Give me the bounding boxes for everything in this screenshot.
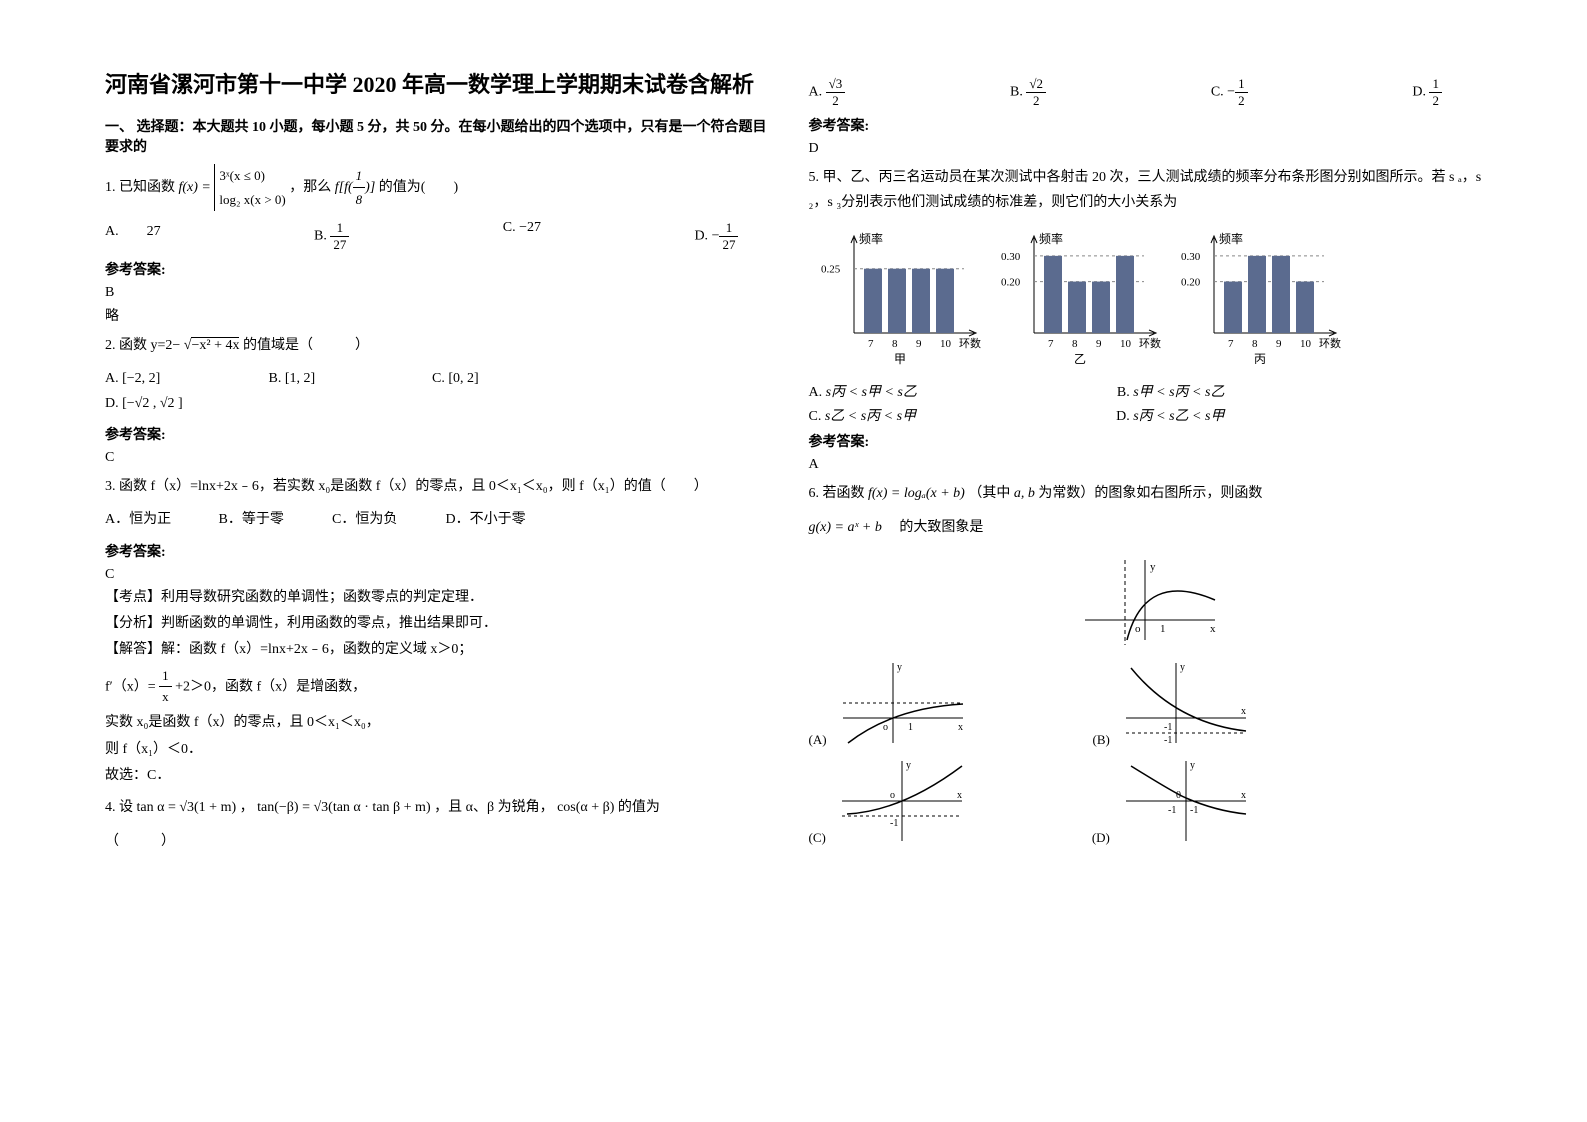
question-6: 6. 若函数 f(x) = logₐ(x + b) （其中 a, b 为常数）的… <box>809 481 1483 506</box>
q1-optD: D. <box>694 228 708 243</box>
q6-graph-b: y x -1 -1 <box>1116 658 1256 748</box>
svg-text:10: 10 <box>1300 338 1312 350</box>
svg-text:o: o <box>890 790 895 801</box>
svg-text:9: 9 <box>1276 338 1282 350</box>
svg-text:-1: -1 <box>1168 805 1176 816</box>
q5-opts-row2: C. s乙 < s丙 < s甲 D. s丙 < s乙 < s甲 <box>809 405 1483 425</box>
svg-text:9: 9 <box>1096 338 1102 350</box>
q6-graph-c: y x o -1 <box>832 756 972 846</box>
svg-text:7: 7 <box>868 338 874 350</box>
svg-text:10: 10 <box>1120 338 1132 350</box>
svg-text:丙: 丙 <box>1254 352 1266 366</box>
q2-ans: C <box>105 450 779 466</box>
q3-exp3: 【解答】解：函数 f（x）=lnx+2x﹣6，函数的定义域 x＞0； <box>105 639 779 661</box>
q3-exp2: 【分析】判断函数的单调性，利用函数的零点，推出结果即可． <box>105 613 779 635</box>
question-2: 2. 函数 y=2− √−x² + 4x 的值域是（ ） <box>105 333 779 358</box>
q2-ans-label: 参考答案: <box>105 424 779 444</box>
svg-text:0.20: 0.20 <box>1001 277 1021 289</box>
q1-ans-label: 参考答案: <box>105 259 779 279</box>
q1-options: A. 27 B. 127 C. −27 D. −127 <box>105 220 779 253</box>
svg-text:8: 8 <box>1252 338 1258 350</box>
q3-exp1: 【考点】利用导数研究函数的单调性；函数零点的判定定理． <box>105 587 779 609</box>
q5-bar-charts: 频率 0.25 7 8 9 10 环数甲 频率 0.20 0.30 7 8 9 10 环数乙 频率 0.20 0.… <box>809 223 1369 373</box>
svg-text:-1: -1 <box>1164 722 1172 733</box>
svg-text:0: 0 <box>1176 790 1181 801</box>
svg-text:8: 8 <box>892 338 898 350</box>
svg-text:1: 1 <box>908 722 913 733</box>
svg-text:x: x <box>957 790 962 801</box>
q3-ans: C <box>105 567 779 583</box>
q1-prefix: 1. 已知函数 <box>105 180 175 195</box>
svg-text:0.20: 0.20 <box>1181 277 1201 289</box>
q2-options: A. [−2, 2] B. [1, 2] C. [0, 2] D. [−√2 ,… <box>105 366 779 416</box>
question-1: 1. 已知函数 f(x) = 3ˣ(x ≤ 0)log₂ x(x > 0) ，那… <box>105 164 779 212</box>
svg-text:0.30: 0.30 <box>1001 251 1021 263</box>
svg-text:o: o <box>1135 623 1141 635</box>
left-column: 河南省漯河市第十一中学 2020 年高一数学理上学期期末试卷含解析 一、 选择题… <box>90 70 794 1052</box>
question-3: 3. 函数 f（x）=lnx+2x﹣6，若实数 x₀是函数 f（x）的零点，且 … <box>105 474 779 499</box>
svg-text:环数: 环数 <box>959 337 981 350</box>
svg-text:8: 8 <box>1072 338 1078 350</box>
q6-graph-d: y x -1 0 -1 <box>1116 756 1256 846</box>
q3-ans-label: 参考答案: <box>105 541 779 561</box>
svg-text:-1: -1 <box>1190 805 1198 816</box>
q5-ans: A <box>809 457 1483 473</box>
q3-exp6: 则 f（x₁）＜0． <box>105 739 779 761</box>
svg-text:-1: -1 <box>890 818 898 829</box>
q1-suffix: ，那么 <box>289 180 331 195</box>
q3-exp5: 实数 x₀是函数 f（x）的零点，且 0＜x₁＜x₀， <box>105 712 779 734</box>
svg-text:y: y <box>1180 662 1185 673</box>
q1-piecewise: 3ˣ(x ≤ 0)log₂ x(x > 0) <box>214 164 285 211</box>
question-4: 4. 设 tan α = √3(1 + m) ， tan(−β) = √3(ta… <box>105 795 779 820</box>
svg-text:1: 1 <box>1160 623 1166 635</box>
section-header: 一、 选择题：本大题共 10 小题，每小题 5 分，共 50 分。在每小题给出的… <box>105 116 779 156</box>
svg-text:频率: 频率 <box>1039 231 1063 246</box>
svg-text:x: x <box>1241 706 1246 717</box>
q3-exp4: f′（x）= 1x +2＞0，函数 f（x）是增函数， <box>105 666 779 709</box>
svg-text:频率: 频率 <box>859 231 883 246</box>
svg-text:10: 10 <box>940 338 952 350</box>
q1-optA: A. 27 <box>105 220 161 253</box>
svg-text:y: y <box>906 760 911 771</box>
svg-text:o: o <box>883 722 888 733</box>
svg-text:环数: 环数 <box>1319 337 1341 350</box>
q3-options: A．恒为正 B．等于零 C．恒为负 D．不小于零 <box>105 507 779 532</box>
q4-options: A. √32 B. √22 C. −12 D. 12 <box>809 76 1483 109</box>
svg-text:频率: 频率 <box>1219 231 1243 246</box>
q2-text: 2. 函数 y=2− <box>105 338 180 353</box>
svg-text:x: x <box>958 722 963 733</box>
question-5: 5. 甲、乙、丙三名运动员在某次测试中各射击 20 次，三人测试成绩的频率分布条… <box>809 165 1483 215</box>
svg-text:9: 9 <box>916 338 922 350</box>
q6-ref-graph: y x o 1 <box>1065 550 1225 650</box>
page-title: 河南省漯河市第十一中学 2020 年高一数学理上学期期末试卷含解析 <box>105 70 779 101</box>
q5-ans-label: 参考答案: <box>809 431 1483 451</box>
svg-text:0.25: 0.25 <box>821 264 841 276</box>
q4-ans-label: 参考答案: <box>809 115 1483 135</box>
q1-optB: B. <box>314 228 327 243</box>
q6-graphs: y x o 1 (A) y x o 1 <box>809 550 1483 846</box>
q4-ans: D <box>809 141 1483 157</box>
svg-text:y: y <box>1190 760 1195 771</box>
q3-exp7: 故选：C． <box>105 765 779 787</box>
q6-graph-a: y x o 1 <box>833 658 973 748</box>
q4-blank: （ ） <box>105 829 779 854</box>
right-column: A. √32 B. √22 C. −12 D. 12 参考答案: D 5. 甲、… <box>794 70 1498 1052</box>
svg-text:y: y <box>1150 561 1156 573</box>
q1-tail: 的值为( ) <box>379 180 458 195</box>
svg-text:乙: 乙 <box>1074 352 1086 366</box>
svg-text:甲: 甲 <box>894 352 906 366</box>
q2-suffix: 的值域是（ ） <box>243 338 369 353</box>
svg-text:x: x <box>1241 790 1246 801</box>
svg-text:环数: 环数 <box>1139 337 1161 350</box>
svg-text:y: y <box>897 662 902 673</box>
svg-text:0.30: 0.30 <box>1181 251 1201 263</box>
svg-text:7: 7 <box>1228 338 1234 350</box>
svg-text:7: 7 <box>1048 338 1054 350</box>
q1-optC: C. <box>503 220 516 235</box>
q1-ans: B <box>105 285 779 301</box>
svg-text:x: x <box>1210 623 1216 635</box>
q5-opts-row1: A. s丙 < s甲 < s乙 B. s甲 < s丙 < s乙 <box>809 381 1483 401</box>
q1-note: 略 <box>105 305 779 325</box>
svg-text:-1: -1 <box>1164 735 1172 746</box>
